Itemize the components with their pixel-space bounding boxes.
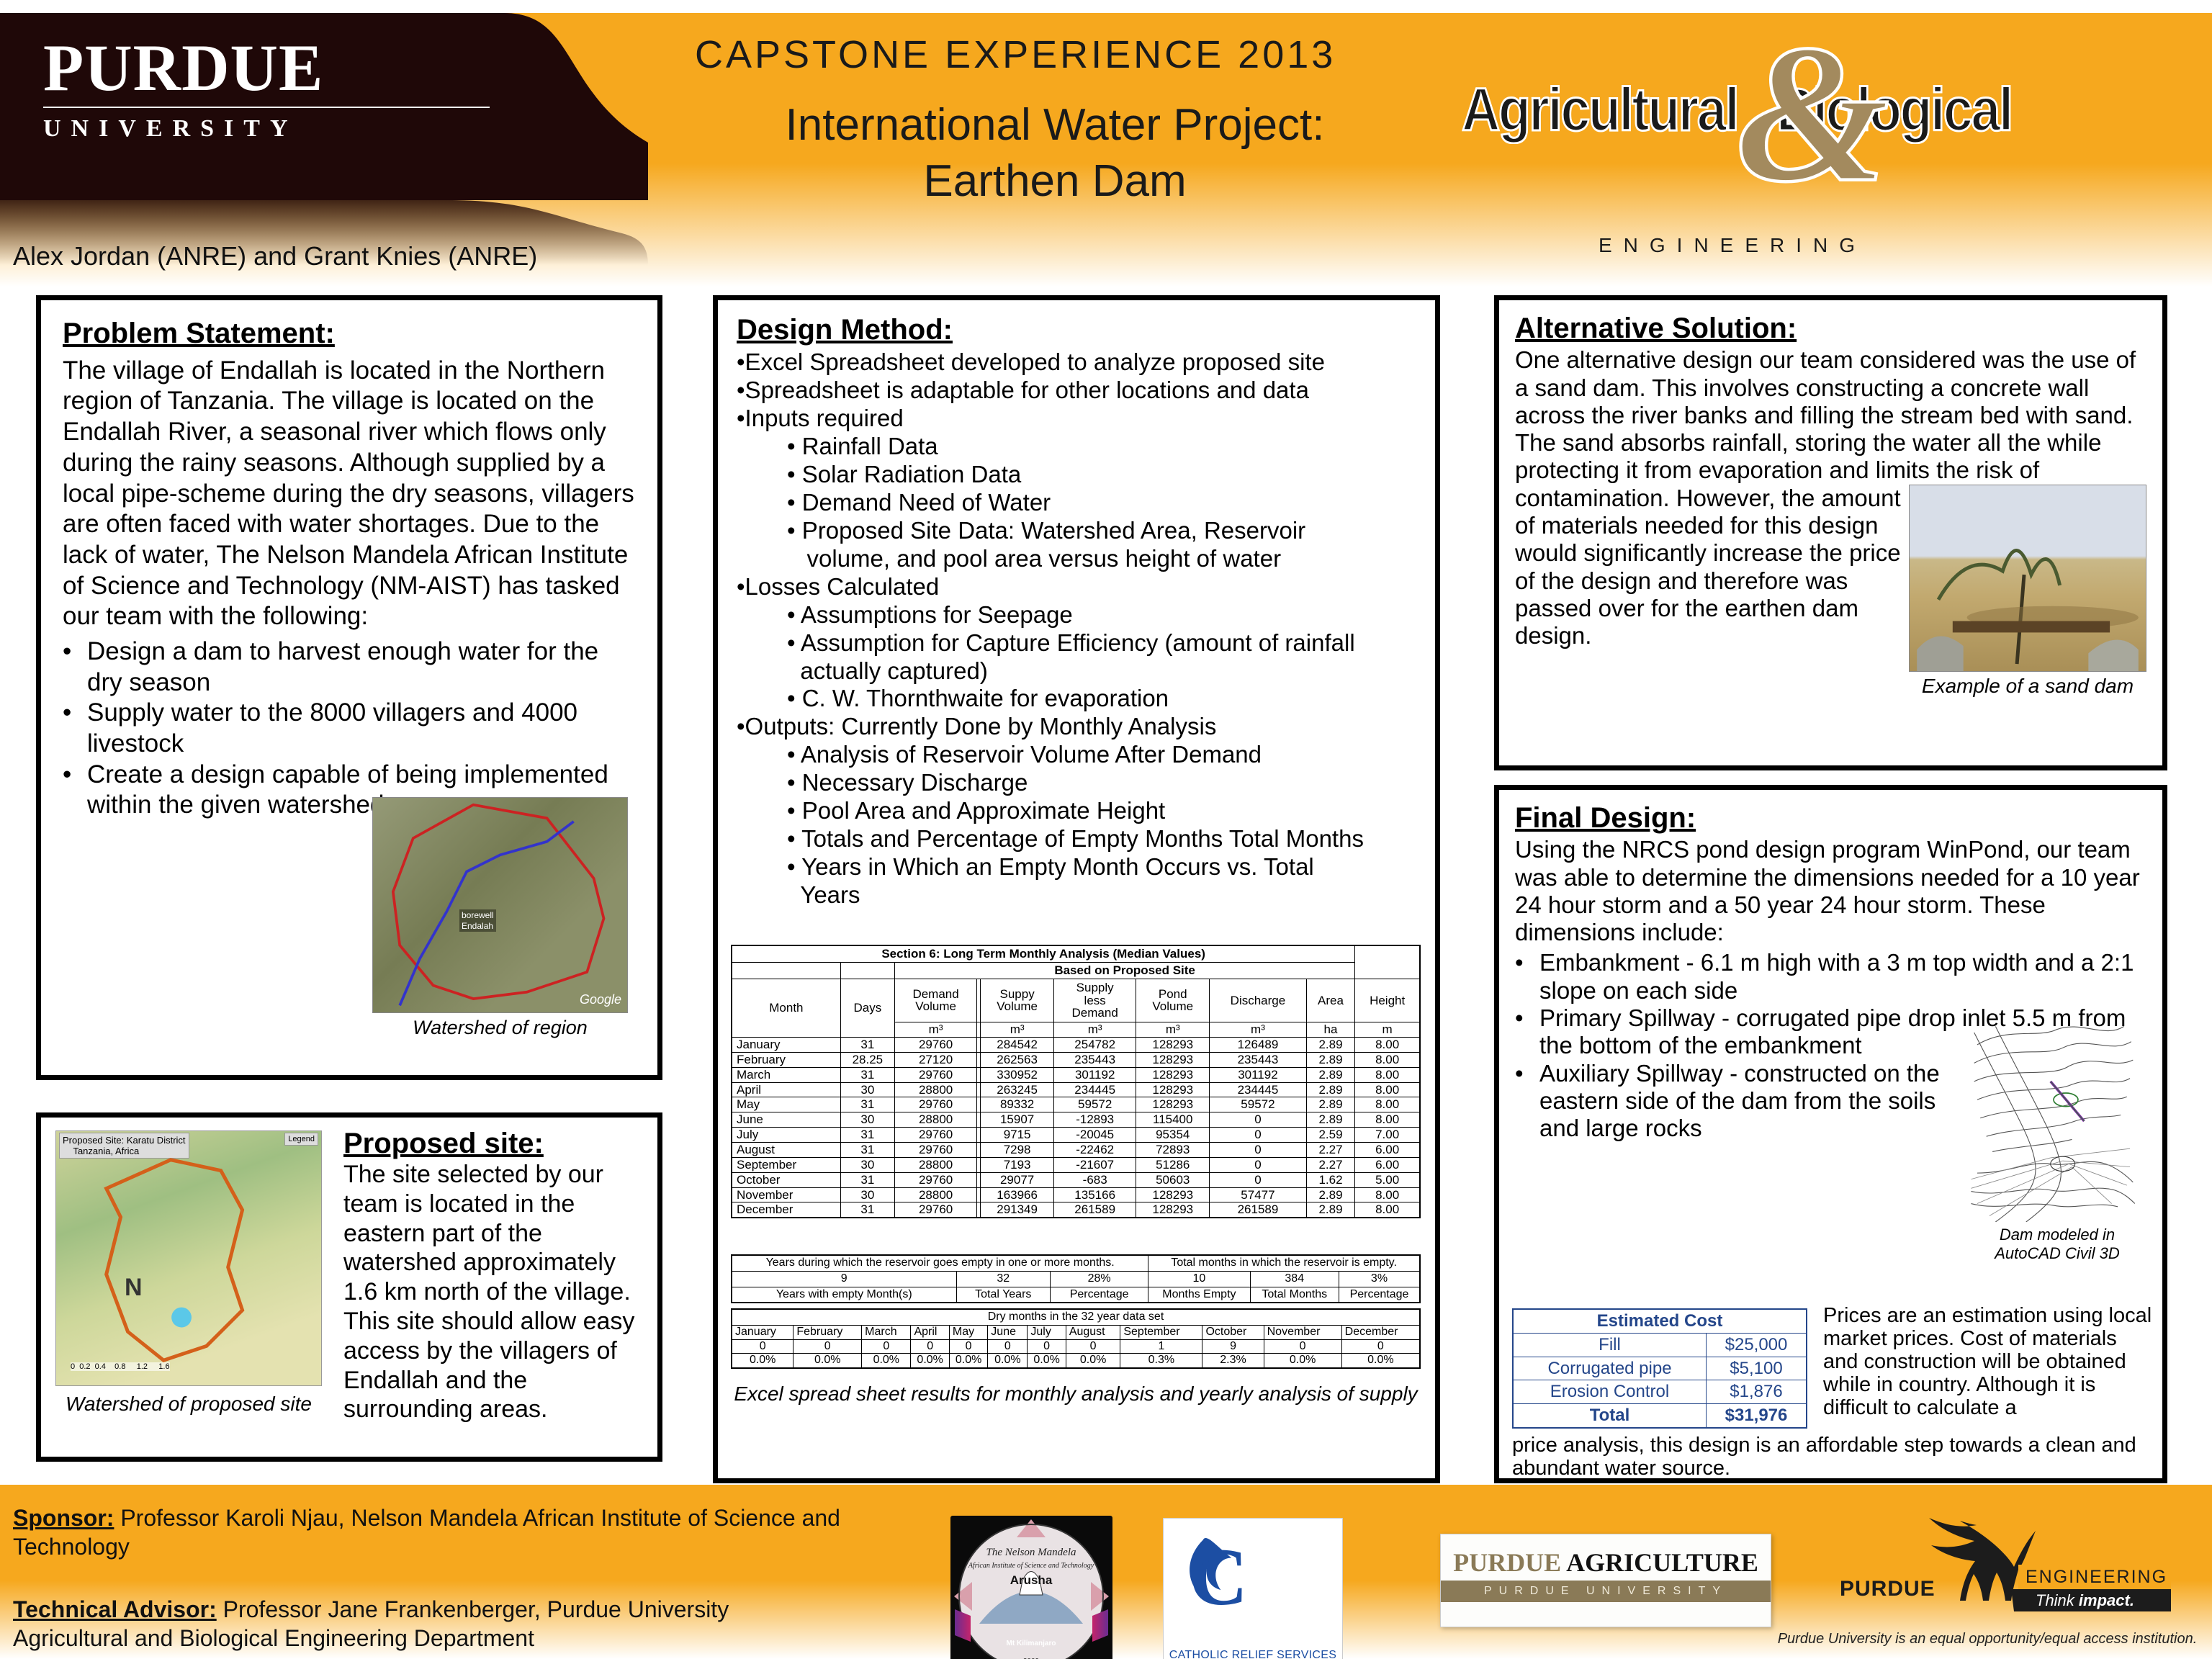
svg-text:African Institute of Science a: African Institute of Science and Technol… bbox=[968, 1562, 1094, 1570]
svg-text:PURDUE: PURDUE bbox=[1840, 1577, 1936, 1601]
svg-text:Mt Kilimanjaro: Mt Kilimanjaro bbox=[1007, 1640, 1056, 1647]
svg-text:&: & bbox=[1736, 14, 1889, 223]
svg-text:ENGINEERING: ENGINEERING bbox=[2026, 1567, 2167, 1587]
svg-text:The Nelson Mandela: The Nelson Mandela bbox=[986, 1547, 1076, 1558]
svg-text:Think impact.: Think impact. bbox=[2036, 1591, 2134, 1609]
svg-text:Arusha: Arusha bbox=[1010, 1573, 1053, 1587]
svg-text:C: C bbox=[1189, 1531, 1248, 1622]
